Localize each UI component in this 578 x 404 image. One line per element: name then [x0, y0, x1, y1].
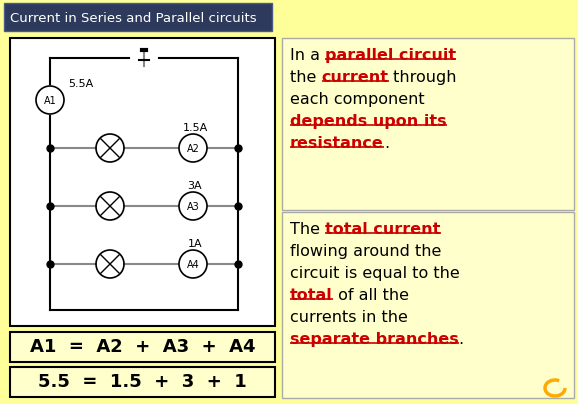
Circle shape: [179, 250, 207, 278]
Text: A2: A2: [187, 144, 199, 154]
Text: In a: In a: [290, 48, 325, 63]
Text: separate branches: separate branches: [290, 332, 459, 347]
Circle shape: [179, 134, 207, 162]
Text: 5.5  =  1.5  +  3  +  1: 5.5 = 1.5 + 3 + 1: [38, 373, 247, 391]
Bar: [282, 212, 574, 398]
Text: A4: A4: [187, 260, 199, 270]
Text: each component: each component: [290, 92, 425, 107]
Bar: [10, 332, 275, 362]
Text: 3A: 3A: [188, 181, 202, 191]
Text: current: current: [321, 70, 388, 85]
Text: Current in Series and Parallel circuits: Current in Series and Parallel circuits: [10, 11, 257, 25]
Text: parallel circuit: parallel circuit: [325, 48, 456, 63]
Text: flowing around the: flowing around the: [290, 244, 442, 259]
Bar: [10, 38, 275, 326]
Text: currents in the: currents in the: [290, 310, 408, 325]
Bar: [4, 3, 272, 31]
Text: A1  =  A2  +  A3  +  A4: A1 = A2 + A3 + A4: [29, 338, 255, 356]
Circle shape: [179, 192, 207, 220]
Text: 1A: 1A: [188, 239, 202, 249]
Text: depends upon its: depends upon its: [290, 114, 447, 129]
Text: .: .: [384, 136, 389, 151]
Bar: [10, 367, 275, 397]
Text: 5.5A: 5.5A: [68, 79, 93, 89]
Text: The: The: [290, 222, 325, 237]
Text: A3: A3: [187, 202, 199, 212]
Text: .: .: [459, 332, 464, 347]
Text: through: through: [388, 70, 457, 85]
Text: of all the: of all the: [333, 288, 409, 303]
Text: A1: A1: [43, 96, 57, 106]
Text: the: the: [290, 70, 321, 85]
Text: resistance: resistance: [290, 136, 384, 151]
Bar: [282, 38, 574, 210]
Text: 1.5A: 1.5A: [183, 123, 208, 133]
Text: total: total: [290, 288, 333, 303]
Text: total current: total current: [325, 222, 440, 237]
Text: circuit is equal to the: circuit is equal to the: [290, 266, 460, 281]
Circle shape: [36, 86, 64, 114]
